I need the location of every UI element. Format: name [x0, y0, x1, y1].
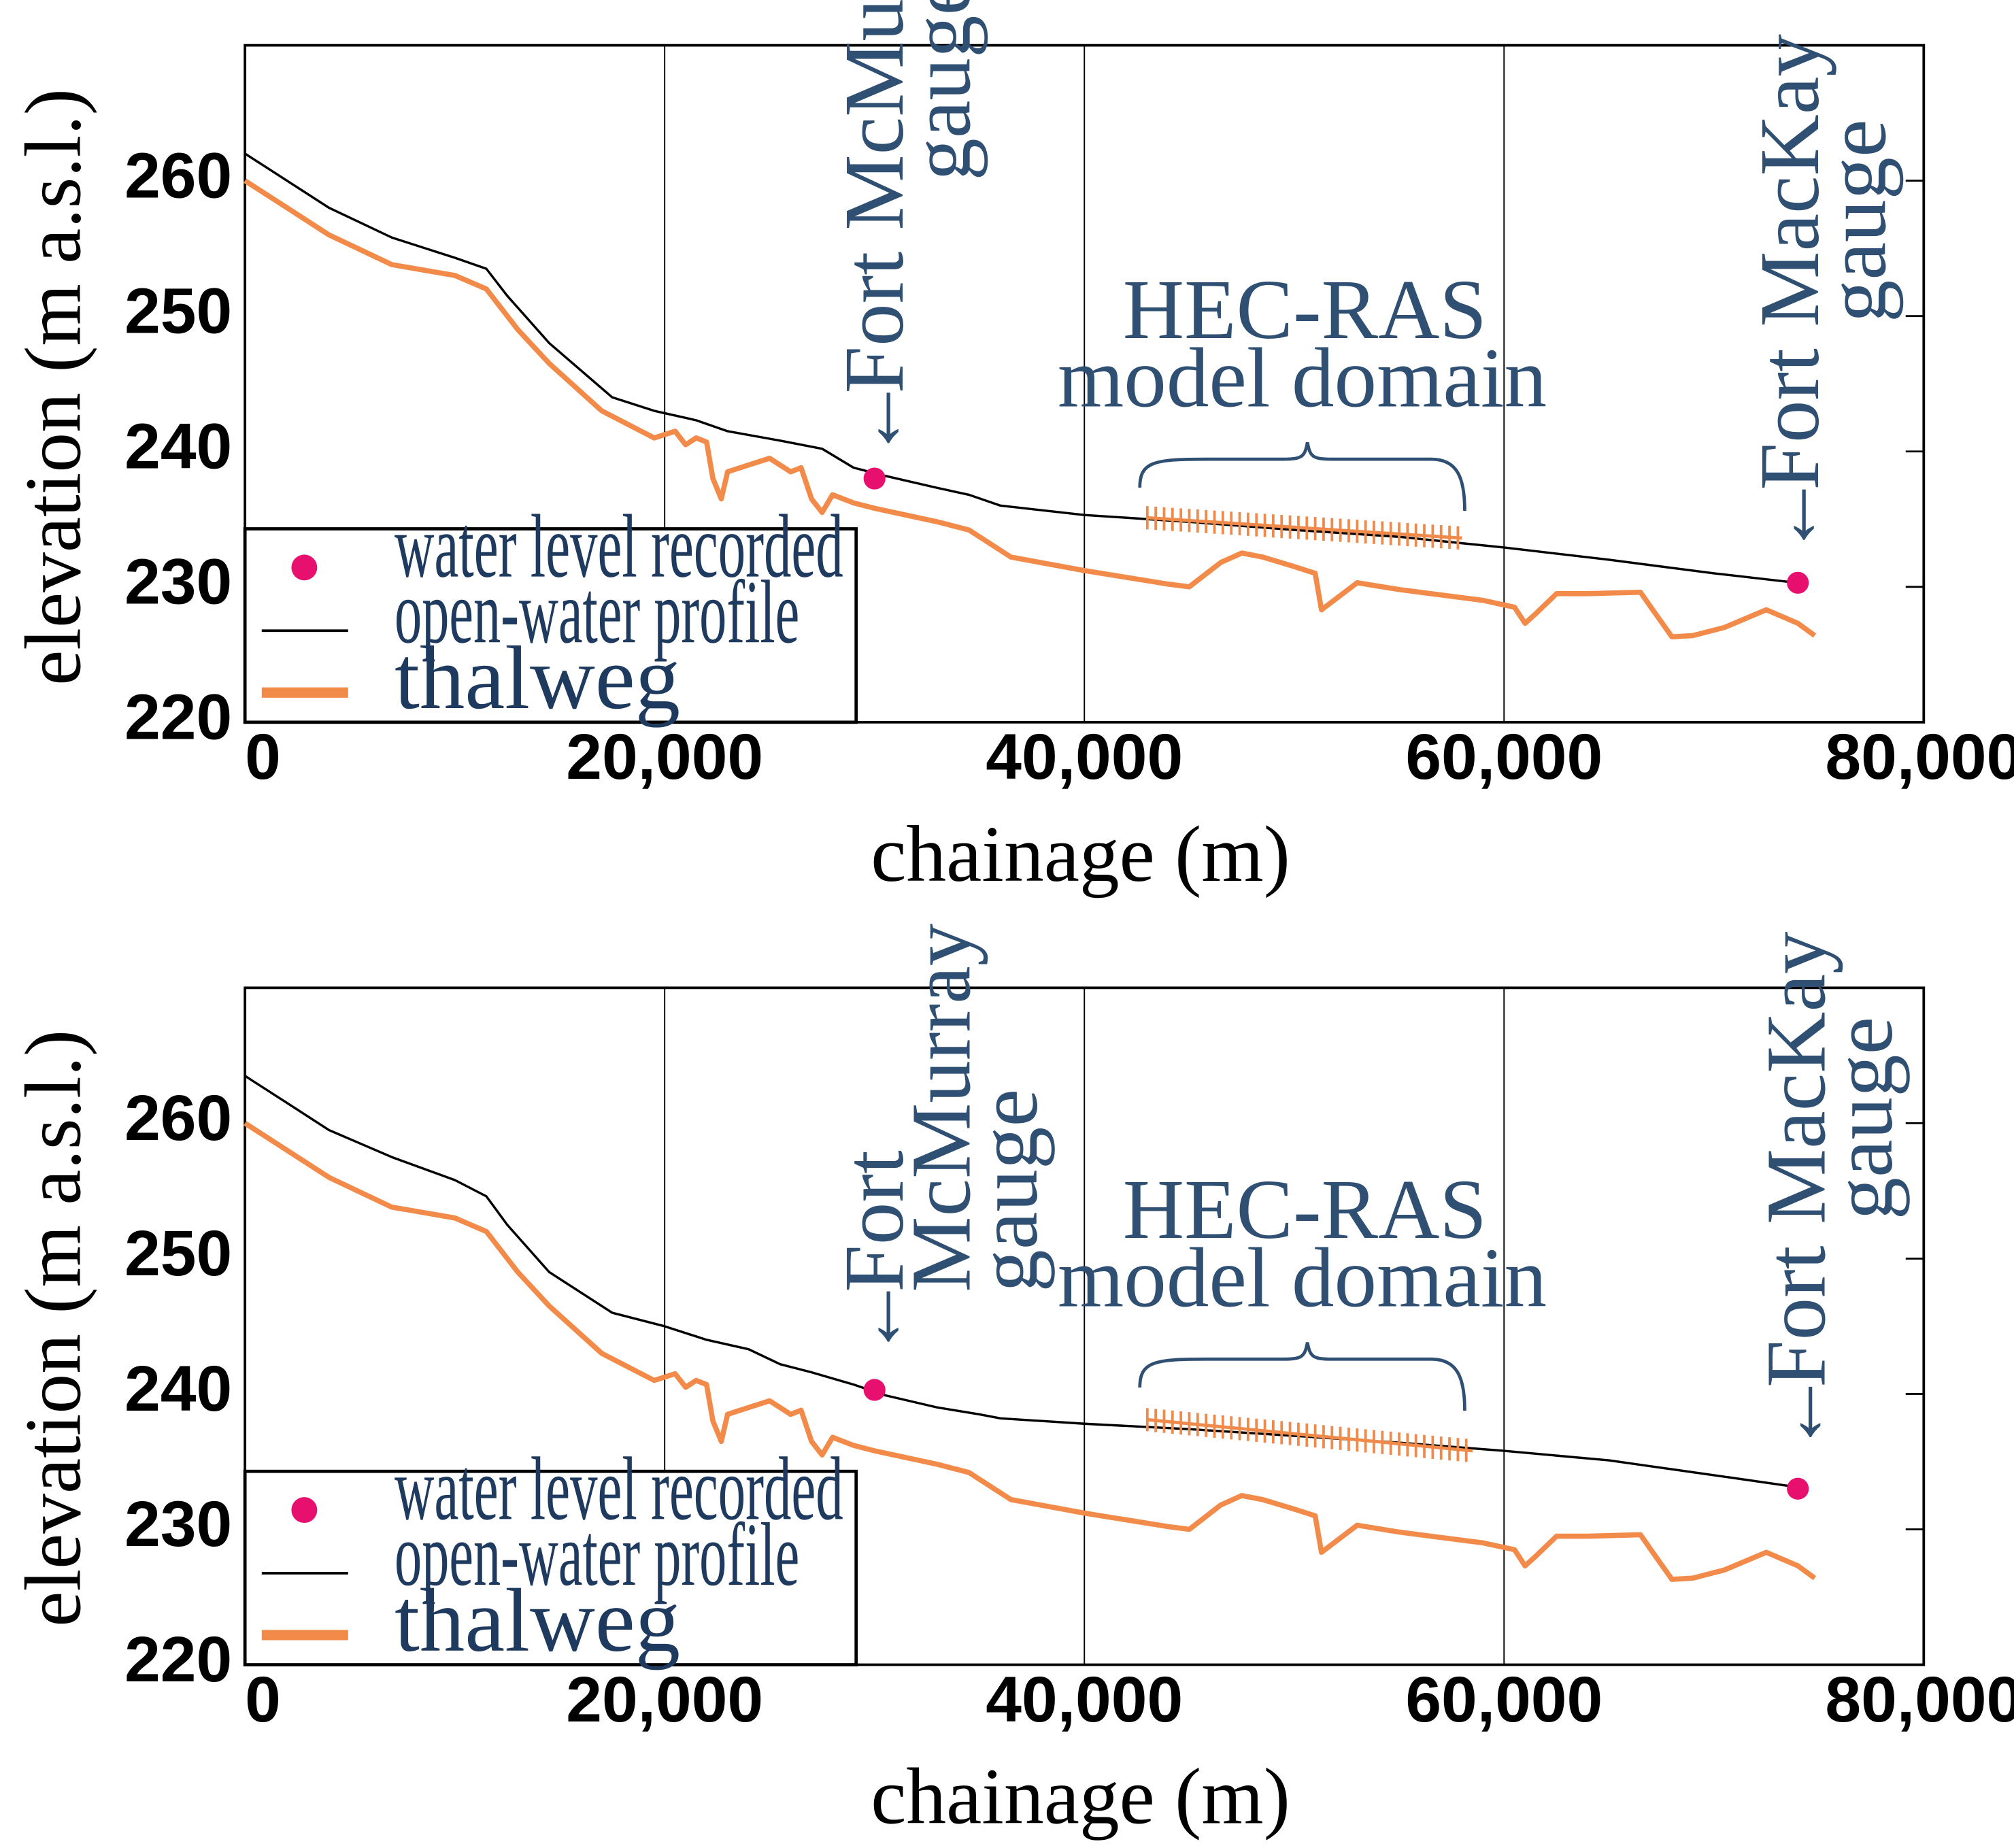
x-tick-labels: 0 20,000 40,000 60,000 80,000	[245, 721, 2014, 793]
fort-mcmurray-arrow-icon: ←	[828, 375, 922, 460]
open-water-profile-line	[244, 152, 1809, 586]
legend-water-level: water level recorded	[395, 497, 843, 597]
hecras-brace	[1138, 1342, 1466, 1411]
legend-marker-icon	[291, 554, 318, 581]
fort-mackay-arrow-icon: ←	[1743, 472, 1837, 557]
x-tick-label: 80,000	[1825, 721, 2014, 793]
fort-mcmurray-arrow-icon: ←	[828, 1274, 922, 1359]
x-tick-label: 60,000	[1405, 1664, 1602, 1736]
hecras-brace	[1138, 442, 1466, 511]
fort-mackay-arrow-icon: ←	[1749, 1369, 1843, 1454]
x-tick-label: 0	[245, 721, 281, 793]
fort-mackay-gauge-label: gauge	[1817, 1017, 1911, 1220]
y-tick-labels: 220 230 240 250 260	[124, 139, 232, 753]
legend-open-water: open-water profile	[395, 1505, 799, 1605]
hecras-domain-line	[1147, 516, 1462, 540]
x-tick-label: 20,000	[566, 721, 763, 793]
fort-mcmurray-label: Fort McMurray	[828, 0, 922, 393]
y-tick-labels: 220 230 240 250 260	[124, 1082, 232, 1696]
y-tick-label: 220	[124, 681, 232, 753]
thalweg-line	[244, 178, 1817, 640]
fort-mackay-label: Fort MacKay	[1743, 34, 1837, 490]
series-group	[244, 1075, 1817, 1582]
thalweg-line	[244, 1121, 1817, 1582]
y-tick-label: 250	[124, 1217, 232, 1290]
series-group	[244, 152, 1817, 640]
y-axis-label: elevation (m a.s.l.)	[10, 1030, 98, 1627]
fort-mackay-label: Fort MacKay	[1749, 931, 1843, 1388]
legend-water-level: water level recorded	[395, 1439, 843, 1539]
legend-thalweg: thalweg	[395, 1570, 680, 1670]
fort-mackay-gauge-label: gauge	[1810, 119, 1904, 322]
hecras-label: HEC-RAS	[1123, 263, 1487, 357]
x-axis-label: chainage (m)	[871, 810, 1290, 898]
water-level-point	[863, 1379, 886, 1401]
y-tick-label: 260	[124, 139, 232, 212]
legend: water level recorded open-water profile …	[243, 1439, 858, 1670]
water-level-point	[1787, 1477, 1809, 1500]
x-axis-label: chainage (m)	[871, 1753, 1290, 1841]
legend: water level recorded open-water profile …	[243, 497, 858, 728]
legend-thalweg: thalweg	[395, 628, 680, 728]
top-chart: 220 230 240 250 260 0 20,000 40,000 60,000 80,00…	[10, 0, 2014, 898]
y-tick-label: 250	[124, 275, 232, 347]
legend-marker-icon	[291, 1497, 318, 1524]
y-tick-label: 240	[124, 1353, 232, 1425]
y-axis-label: elevation (m a.s.l.)	[10, 88, 98, 686]
water-level-point	[863, 467, 886, 490]
hecras-domain-line	[1147, 1417, 1473, 1453]
fort-mcmurray-gauge-label: gauge	[895, 0, 989, 181]
fort-mcmurray-label: McMurray	[895, 923, 989, 1292]
y-tick-label: 260	[124, 1082, 232, 1154]
bottom-chart: 220 230 240 250 260 0 20,000 40,000 60,000 80,00…	[10, 923, 2014, 1841]
fort-mcmurray-gauge-label: gauge	[962, 1089, 1056, 1292]
hecras-label: HEC-RAS	[1123, 1163, 1487, 1257]
x-tick-label: 40,000	[986, 1664, 1183, 1736]
x-tick-label: 0	[245, 1664, 281, 1736]
hecras-domain-label: model domain	[1058, 331, 1547, 425]
y-tick-label: 230	[124, 545, 232, 618]
x-tick-label: 80,000	[1825, 1664, 2014, 1736]
x-tick-labels: 0 20,000 40,000 60,000 80,000	[245, 1664, 2014, 1736]
fort-label: Fort	[828, 1150, 922, 1292]
water-level-point	[1787, 571, 1809, 594]
y-tick-label: 220	[124, 1624, 232, 1696]
x-tick-label: 20,000	[566, 1664, 763, 1736]
y-tick-label: 240	[124, 410, 232, 482]
hecras-domain-label: model domain	[1058, 1232, 1547, 1326]
y-tick-label: 230	[124, 1488, 232, 1560]
x-tick-label: 60,000	[1405, 721, 1602, 793]
legend-open-water: open-water profile	[395, 562, 799, 662]
x-tick-label: 40,000	[986, 721, 1183, 793]
